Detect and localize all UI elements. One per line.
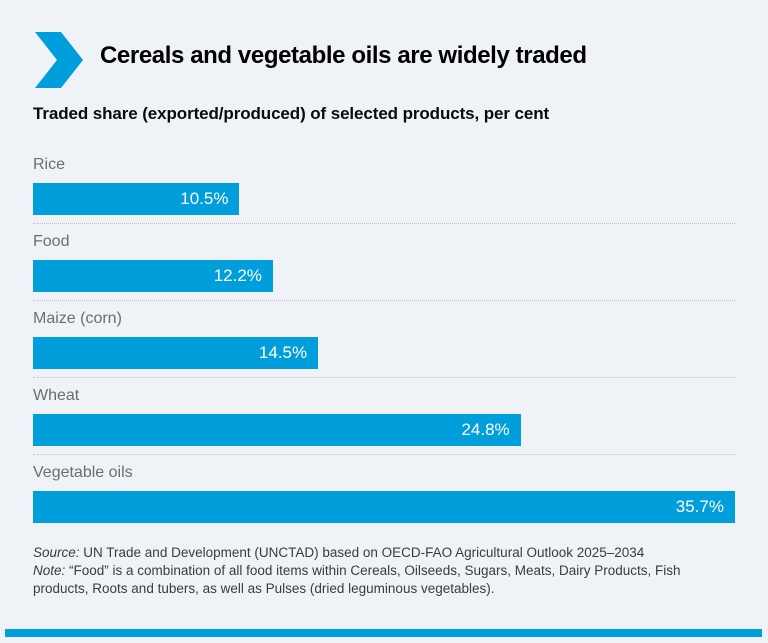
bar-track: 10.5%: [33, 183, 735, 215]
bar-value-label: 35.7%: [675, 497, 724, 516]
source-text: UN Trade and Development (UNCTAD) based …: [79, 545, 645, 560]
category-label: Rice: [33, 156, 66, 173]
source-label: Source:: [33, 545, 80, 560]
footer-accent-bar: [5, 629, 762, 637]
page-title: Cereals and vegetable oils are widely tr…: [100, 42, 587, 69]
bar-track: 12.2%: [33, 260, 735, 292]
source-line: Source: UN Trade and Development (UNCTAD…: [33, 544, 739, 562]
category-label: Wheat: [33, 387, 80, 404]
bar: 14.5%: [33, 337, 319, 369]
bar: 12.2%: [33, 260, 273, 292]
bar: 24.8%: [33, 414, 521, 446]
bar-track: 24.8%: [33, 414, 735, 446]
category-label: Food: [33, 233, 70, 250]
bar-value-label: 14.5%: [258, 343, 308, 362]
chevron-right-icon: [35, 32, 83, 88]
bar-chart: Rice 10.5% Food 12.2% Maize (corn) 14.5% Wheat…: [33, 147, 735, 531]
note-label: Note:: [33, 563, 66, 578]
bar-value-label: 12.2%: [213, 266, 262, 285]
chart-row: Maize (corn) 14.5%: [33, 309, 735, 378]
chart-row: Rice 10.5%: [33, 155, 735, 224]
category-label: Maize (corn): [33, 310, 122, 327]
bar: 35.7%: [33, 491, 735, 523]
footnotes: Source: UN Trade and Development (UNCTAD…: [33, 544, 739, 598]
category-label: Vegetable oils: [33, 464, 133, 481]
bar-value-label: 24.8%: [461, 420, 510, 439]
bar-value-label: 10.5%: [180, 189, 229, 208]
note-line: Note: “Food” is a combination of all foo…: [33, 562, 739, 598]
chart-row: Vegetable oils 35.7%: [33, 463, 735, 531]
bar-track: 35.7%: [33, 491, 735, 523]
chart-subtitle: Traded share (exported/produced) of sele…: [33, 104, 550, 123]
bar-track: 14.5%: [33, 337, 735, 369]
chart-row: Wheat 24.8%: [33, 386, 735, 455]
chart-row: Food 12.2%: [33, 232, 735, 301]
bar: 10.5%: [33, 183, 240, 215]
note-text: “Food” is a combination of all food item…: [33, 563, 681, 596]
